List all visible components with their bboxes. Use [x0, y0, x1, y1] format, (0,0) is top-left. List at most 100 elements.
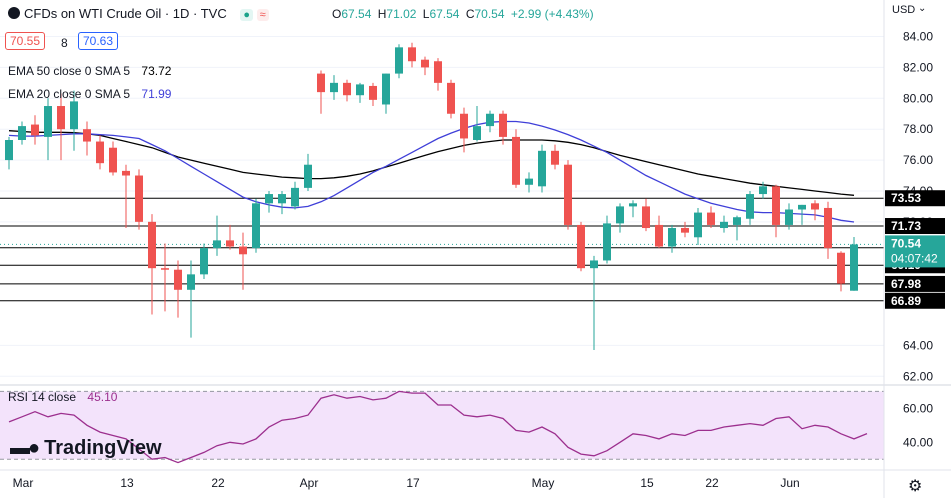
- candle[interactable]: [408, 47, 416, 62]
- market-status-icon: ●: [240, 9, 254, 21]
- ema20-legend[interactable]: EMA 20 close 0 SMA 5 71.99: [8, 87, 172, 101]
- candle[interactable]: [798, 204, 806, 210]
- currency-dropdown-icon[interactable]: ⌄: [918, 3, 927, 14]
- ema50-line: [8, 130, 855, 196]
- candle[interactable]: [382, 73, 390, 105]
- candle[interactable]: [304, 164, 312, 188]
- candle[interactable]: [356, 84, 364, 96]
- candle[interactable]: [369, 85, 377, 100]
- candle[interactable]: [694, 212, 702, 238]
- candle[interactable]: [278, 194, 286, 204]
- candle[interactable]: [486, 113, 494, 127]
- candle[interactable]: [837, 252, 845, 284]
- candle[interactable]: [642, 206, 650, 229]
- candle[interactable]: [707, 212, 715, 225]
- candle[interactable]: [31, 124, 39, 136]
- candle[interactable]: [512, 136, 520, 185]
- candle[interactable]: [603, 223, 611, 261]
- rsi-line: [8, 390, 868, 464]
- level-price-tag-label: 71.73: [891, 219, 921, 233]
- high-value: 71.02: [386, 7, 417, 21]
- candle[interactable]: [70, 101, 78, 130]
- price-tick-label: 78.00: [903, 122, 933, 136]
- currency-label[interactable]: USD: [892, 4, 916, 16]
- candle[interactable]: [395, 47, 403, 74]
- candle[interactable]: [824, 207, 832, 249]
- candle[interactable]: [525, 178, 533, 185]
- time-tick-label: May: [532, 476, 555, 490]
- candle[interactable]: [720, 221, 728, 229]
- candle[interactable]: [187, 274, 195, 290]
- level-price-tag: [885, 275, 945, 292]
- candle[interactable]: [850, 244, 858, 291]
- candle[interactable]: [239, 246, 247, 255]
- candle[interactable]: [577, 224, 585, 269]
- candle[interactable]: [655, 224, 663, 247]
- last-price-tag-label: 70.54: [891, 236, 921, 250]
- candle[interactable]: [473, 126, 481, 140]
- candle[interactable]: [629, 203, 637, 207]
- candle[interactable]: [538, 150, 546, 187]
- candle[interactable]: [200, 248, 208, 275]
- candle[interactable]: [772, 186, 780, 225]
- candle[interactable]: [96, 141, 104, 164]
- candle[interactable]: [57, 106, 65, 130]
- candle[interactable]: [330, 82, 338, 93]
- price-tick-label: 84.00: [903, 30, 933, 44]
- candle[interactable]: [83, 129, 91, 142]
- candle[interactable]: [785, 209, 793, 225]
- level-price-tag-label: 67.98: [891, 277, 921, 291]
- candle[interactable]: [226, 240, 234, 247]
- symbol-logo-icon: [8, 7, 20, 19]
- candle[interactable]: [499, 113, 507, 137]
- level-price-tag-label: 66.89: [891, 294, 921, 308]
- candle[interactable]: [681, 228, 689, 233]
- symbol-title[interactable]: CFDs on WTI Crude Oil · 1D · TVC: [24, 6, 227, 21]
- time-tick-label: 22: [705, 476, 719, 490]
- candle[interactable]: [590, 260, 598, 269]
- candle[interactable]: [122, 170, 130, 176]
- rsi-legend[interactable]: RSI 14 close 45.10: [8, 390, 118, 404]
- candle[interactable]: [44, 106, 52, 137]
- candle[interactable]: [668, 228, 676, 247]
- candle[interactable]: [460, 113, 468, 139]
- candle[interactable]: [616, 206, 624, 224]
- candle[interactable]: [109, 147, 117, 173]
- last-price-tag[interactable]: [885, 235, 945, 268]
- candle[interactable]: [148, 221, 156, 269]
- candle[interactable]: [291, 187, 299, 207]
- time-tick-label: 22: [211, 476, 225, 490]
- candle[interactable]: [252, 203, 260, 249]
- candle[interactable]: [135, 175, 143, 222]
- bid-price-button[interactable]: 70.55: [5, 32, 46, 50]
- candle[interactable]: [434, 61, 442, 83]
- level-price-tag-label: 73.53: [891, 191, 921, 205]
- ask-price-button[interactable]: 70.63: [78, 32, 119, 50]
- price-tick-label: 64.00: [903, 338, 933, 352]
- price-tick-label: 62.00: [903, 369, 933, 383]
- price-tick-label: 82.00: [903, 60, 933, 74]
- candle[interactable]: [564, 164, 572, 225]
- candle[interactable]: [161, 268, 169, 270]
- candle[interactable]: [759, 186, 767, 195]
- candle[interactable]: [265, 194, 273, 204]
- ema50-legend[interactable]: EMA 50 close 0 SMA 5 73.72: [8, 64, 172, 78]
- candle[interactable]: [551, 150, 559, 165]
- candle[interactable]: [213, 240, 221, 249]
- candle[interactable]: [317, 73, 325, 93]
- price-tick-label: 76.00: [903, 153, 933, 167]
- settings-icon[interactable]: ⚙: [908, 478, 923, 495]
- open-value: 67.54: [341, 7, 372, 21]
- candle[interactable]: [447, 82, 455, 114]
- candle[interactable]: [746, 194, 754, 219]
- candle[interactable]: [5, 140, 13, 161]
- candle[interactable]: [811, 203, 819, 210]
- candle[interactable]: [733, 217, 741, 225]
- candle[interactable]: [18, 126, 26, 140]
- candle[interactable]: [421, 59, 429, 68]
- low-value: 67.54: [429, 7, 460, 21]
- candle[interactable]: [174, 269, 182, 290]
- time-tick-label: 17: [406, 476, 420, 490]
- candle[interactable]: [343, 82, 351, 96]
